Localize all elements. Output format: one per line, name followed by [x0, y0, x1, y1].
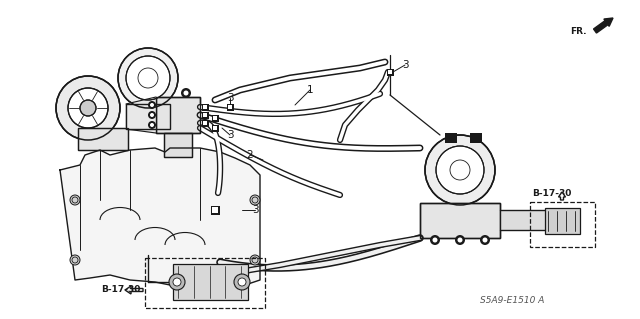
Text: 2: 2 [246, 150, 253, 160]
Bar [211, 124, 218, 131]
Circle shape [458, 238, 463, 242]
Circle shape [70, 255, 80, 265]
Bar [126, 104, 170, 129]
Bar [164, 133, 192, 157]
Bar [387, 69, 394, 76]
Polygon shape [126, 97, 156, 133]
Circle shape [150, 123, 154, 127]
Circle shape [483, 238, 488, 242]
Bar [156, 97, 200, 133]
Circle shape [68, 88, 108, 128]
Circle shape [238, 278, 246, 286]
Bar [211, 115, 218, 122]
Text: 3: 3 [252, 205, 259, 215]
Bar [202, 120, 209, 127]
Circle shape [118, 48, 178, 108]
Circle shape [250, 195, 260, 205]
FancyArrow shape [559, 192, 566, 200]
Circle shape [184, 91, 189, 95]
Bar [203, 121, 207, 125]
Bar [212, 207, 218, 213]
Text: 3: 3 [227, 93, 234, 103]
Bar [202, 103, 209, 110]
Bar [211, 205, 220, 214]
Circle shape [126, 56, 170, 100]
Bar [470, 133, 482, 143]
Bar [145, 258, 265, 308]
Text: FR.: FR. [570, 26, 587, 35]
Bar [126, 104, 170, 129]
Circle shape [234, 274, 250, 290]
Text: B-17-30: B-17-30 [532, 189, 572, 198]
Bar [213, 116, 217, 120]
Bar [545, 208, 580, 234]
Bar [227, 103, 234, 110]
Bar [156, 97, 200, 133]
Bar [388, 70, 392, 74]
Text: 1: 1 [307, 85, 314, 95]
Bar [203, 113, 207, 117]
Bar [420, 203, 500, 238]
Circle shape [148, 121, 156, 129]
Bar [213, 126, 217, 130]
Bar [202, 112, 209, 118]
Circle shape [425, 135, 495, 205]
Text: B-17-30: B-17-30 [100, 286, 140, 294]
Bar [500, 210, 555, 230]
Bar [164, 133, 192, 157]
Bar [530, 202, 595, 247]
Bar [78, 128, 128, 150]
Text: 3: 3 [227, 130, 234, 140]
Circle shape [169, 274, 185, 290]
Circle shape [173, 278, 181, 286]
Bar [78, 128, 128, 150]
Circle shape [150, 113, 154, 117]
Bar [420, 203, 500, 238]
FancyArrow shape [593, 18, 613, 33]
Text: S5A9-E1510 A: S5A9-E1510 A [480, 296, 545, 305]
Circle shape [148, 111, 156, 119]
Circle shape [80, 100, 96, 116]
Circle shape [56, 76, 120, 140]
Bar [203, 105, 207, 109]
Circle shape [70, 195, 80, 205]
Circle shape [433, 238, 438, 242]
Circle shape [250, 255, 260, 265]
Bar [228, 105, 232, 109]
Bar [445, 133, 457, 143]
Circle shape [480, 235, 490, 245]
Circle shape [436, 146, 484, 194]
Circle shape [150, 103, 154, 107]
Circle shape [181, 88, 191, 98]
Circle shape [148, 101, 156, 109]
Polygon shape [60, 148, 260, 288]
Circle shape [430, 235, 440, 245]
Text: 3: 3 [402, 60, 408, 70]
Bar [173, 264, 248, 300]
Circle shape [455, 235, 465, 245]
